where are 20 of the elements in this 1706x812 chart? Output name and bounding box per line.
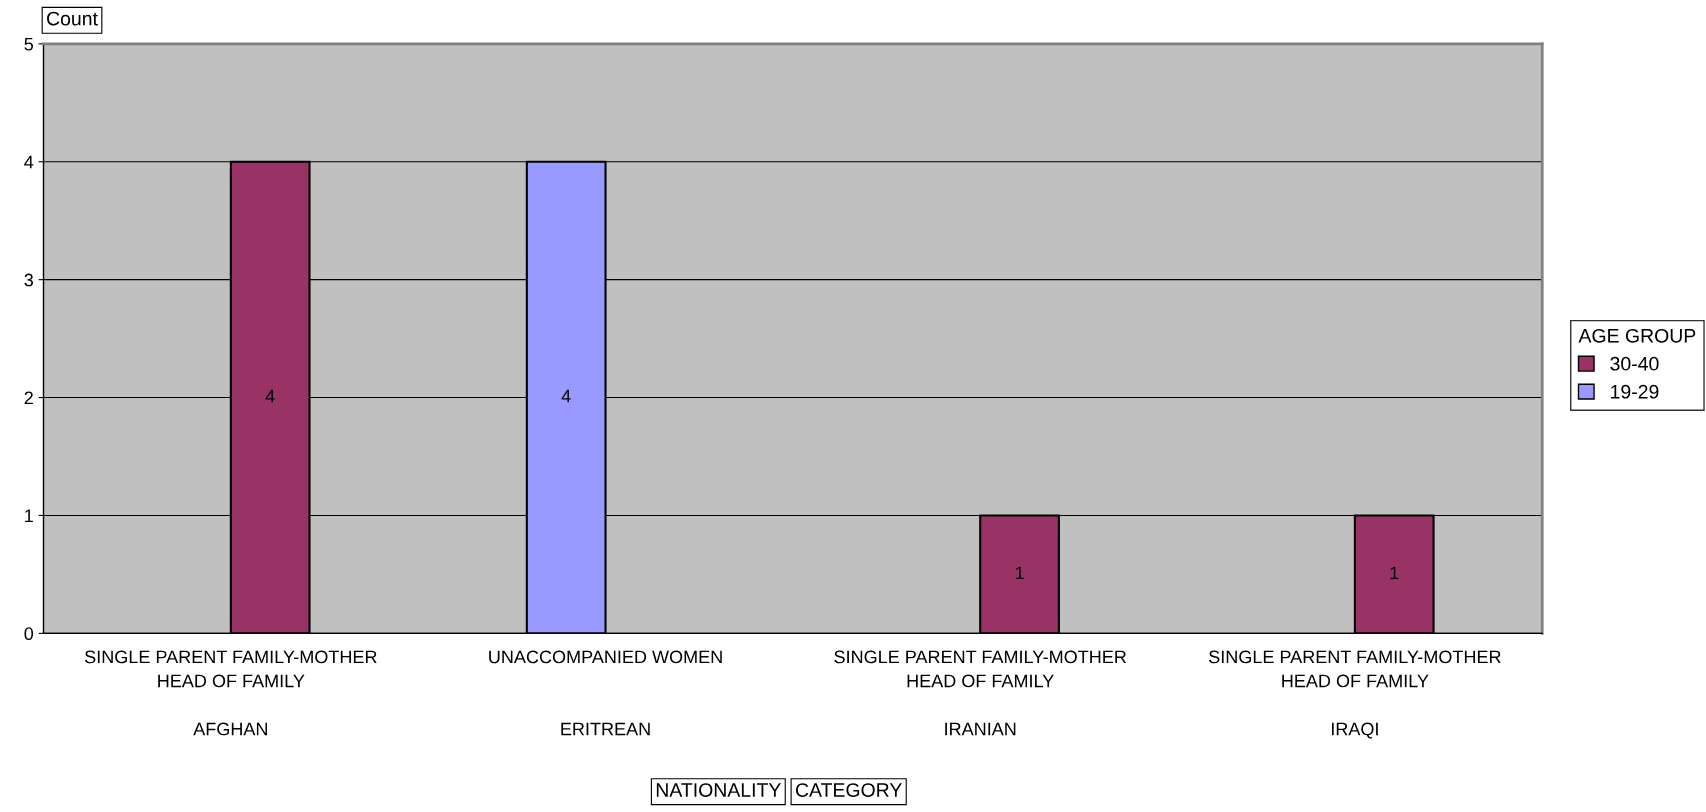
category-label: SINGLE PARENT FAMILY-MOTHER HEAD OF FAMILY IRANIAN: [834, 650, 1127, 736]
legend-label: 30-40: [1610, 356, 1659, 371]
data-label: 4: [561, 389, 571, 403]
category-label: SINGLE PARENT FAMILY-MOTHER HEAD OF FAMILY AFGHAN: [85, 650, 377, 736]
category-label: UNACCOMPANIED WOMEN ERITREAN: [489, 650, 722, 736]
y-tick-label: 1: [25, 509, 33, 522]
data-label: 4: [265, 389, 275, 403]
category-label: SINGLE PARENT FAMILY-MOTHER HEAD OF FAMILY IRAQI: [1209, 650, 1501, 739]
y-tick-label: 0: [24, 627, 34, 641]
y-tick-label: 4: [24, 155, 34, 169]
legend-title: AGE GROUP: [1578, 328, 1696, 343]
data-label: 1: [1390, 566, 1399, 580]
text: CATEGORY: [795, 783, 902, 797]
text: NATIONALITY: [656, 783, 781, 797]
y-axis-title: Count: [47, 11, 98, 26]
data-label: 1: [1015, 566, 1024, 580]
y-tick-label: 3: [24, 273, 33, 287]
legend-label: 19-29: [1611, 384, 1659, 399]
y-tick-label: 2: [24, 391, 33, 405]
y-tick-label: 5: [24, 37, 34, 51]
